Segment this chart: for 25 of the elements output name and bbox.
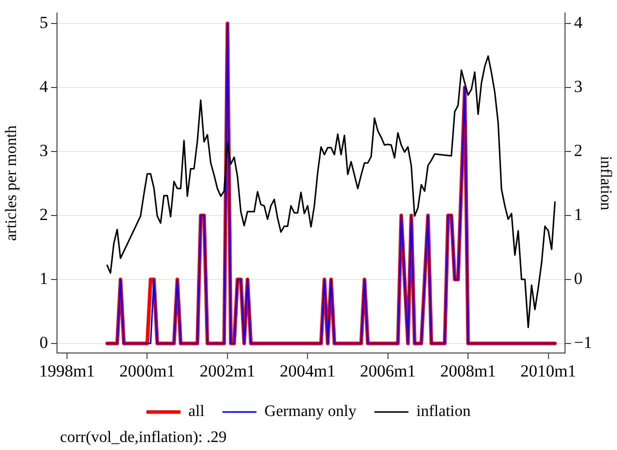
x-tick-label: 2002m1: [200, 362, 256, 381]
y2-tick-label: 3: [574, 76, 582, 96]
x-tick-label: 2010m1: [520, 362, 576, 381]
y-tick-label: 4: [40, 76, 48, 96]
x-tick-label: 2004m1: [280, 362, 336, 381]
y2-tick-label: 0: [574, 268, 582, 288]
y2-tick-label: −1: [574, 332, 592, 352]
y-axis-title: articles per month: [2, 125, 20, 241]
legend-label: all: [188, 403, 205, 420]
y-tick-label: 3: [40, 140, 48, 160]
text: corr(vol_de,inflation): .29: [60, 429, 227, 446]
x-tick-label: 2000m1: [119, 362, 176, 381]
y-tick-label: 0: [40, 332, 48, 352]
x-tick-label: 1998m1: [39, 362, 95, 381]
y2-tick-label: 2: [574, 140, 582, 160]
y2-tick-label: 1: [574, 204, 582, 224]
x-tick-label: 2006m1: [360, 362, 416, 381]
y-tick-label: 1: [40, 268, 48, 288]
x-tick-label: 2008m1: [440, 362, 496, 381]
y2-axis-title: inflation: [597, 156, 614, 210]
y-tick-label: 5: [40, 12, 48, 32]
legend-label: inflation: [416, 403, 471, 420]
y-tick-label: 2: [40, 204, 48, 224]
legend-label: Germany only: [264, 403, 356, 420]
y2-tick-label: 4: [574, 12, 583, 32]
